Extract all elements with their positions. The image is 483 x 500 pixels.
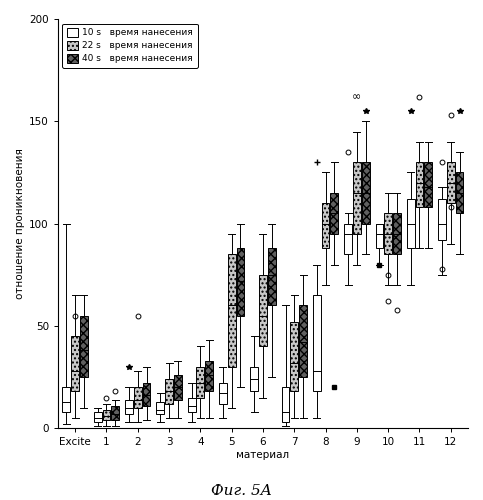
Bar (375, 224, 384, 248)
Bar (313, 295, 321, 392)
Bar (438, 199, 446, 240)
Bar (102, 410, 111, 420)
Bar (259, 274, 267, 346)
Bar (156, 402, 164, 414)
Bar (282, 388, 289, 422)
Text: ∞: ∞ (352, 92, 361, 102)
Bar (174, 375, 182, 400)
Bar (228, 254, 236, 367)
Bar (268, 248, 276, 306)
Bar (344, 224, 352, 254)
Bar (425, 162, 432, 207)
Bar (80, 316, 88, 377)
Bar (205, 360, 213, 392)
Bar (415, 162, 424, 207)
X-axis label: материал: материал (236, 450, 289, 460)
Bar (71, 336, 79, 392)
Bar (134, 388, 142, 407)
Bar (237, 248, 244, 316)
Bar (290, 322, 298, 392)
Bar (125, 400, 133, 414)
Bar (188, 398, 196, 412)
Bar (94, 412, 101, 422)
Bar (62, 388, 71, 412)
Bar (322, 203, 329, 248)
Bar (455, 172, 464, 214)
Bar (142, 383, 150, 406)
Bar (250, 367, 258, 392)
Bar (219, 383, 227, 404)
Bar (353, 162, 361, 234)
Bar (165, 379, 173, 404)
Bar (299, 306, 307, 377)
Bar (393, 214, 401, 254)
Legend: 10 s   время нанесения, 22 s   время нанесения, 40 s   время нанесения: 10 s время нанесения, 22 s время нанесен… (62, 24, 198, 68)
Bar (447, 162, 455, 203)
Bar (197, 367, 204, 398)
Bar (330, 193, 338, 234)
Bar (362, 162, 369, 224)
Bar (111, 406, 119, 420)
Bar (407, 199, 414, 248)
Text: Фиг. 5A: Фиг. 5A (211, 484, 272, 498)
Bar (384, 214, 392, 254)
Y-axis label: отношение проникновения: отношение проникновения (15, 148, 25, 299)
